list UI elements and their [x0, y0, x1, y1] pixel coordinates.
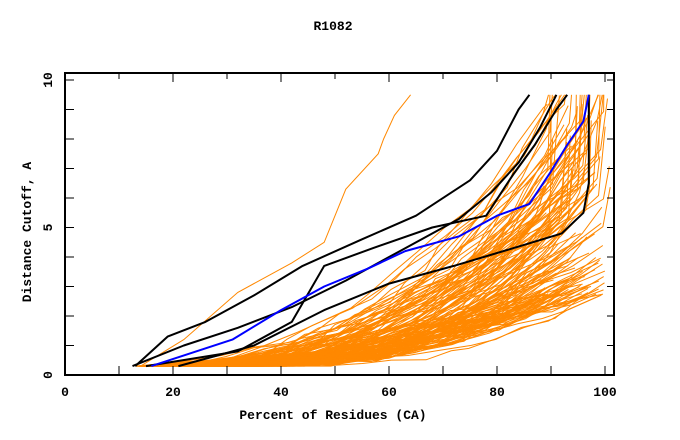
- x-axis: 0 20 40 60 80 100: [61, 73, 617, 400]
- y-axis: 0 5 10: [41, 72, 614, 379]
- black-model-1: [134, 94, 531, 367]
- black-model-2: [132, 94, 558, 368]
- y-tick-label: 5: [41, 223, 56, 231]
- model-curve: [198, 94, 551, 367]
- orange-outlier: [140, 94, 411, 367]
- x-tick-label: 100: [593, 385, 617, 400]
- blue-model: [151, 94, 590, 368]
- model-curve: [174, 107, 552, 367]
- model-curve: [144, 103, 548, 367]
- y-tick-label: 0: [41, 371, 56, 379]
- x-tick-label: 0: [61, 385, 69, 400]
- x-tick-label: 60: [381, 385, 397, 400]
- model-curve: [184, 122, 546, 367]
- plot-frame: [64, 72, 615, 376]
- x-axis-label: Percent of Residues (CA): [239, 408, 426, 423]
- model-curve: [141, 198, 572, 367]
- x-tick-label: 20: [165, 385, 181, 400]
- model-curve: [146, 140, 579, 367]
- model-curve: [141, 285, 592, 367]
- y-tick-label: 10: [41, 72, 56, 88]
- model-curve: [148, 193, 588, 367]
- model-curve: [182, 257, 597, 367]
- model-curve: [178, 211, 570, 367]
- model-curve: [182, 292, 546, 367]
- model-curve: [168, 267, 560, 367]
- chart-title: R1082: [313, 19, 352, 34]
- y-axis-label: Distance Cutoff, A: [20, 162, 35, 303]
- x-tick-label: 80: [489, 385, 505, 400]
- black-model-4: [178, 94, 590, 368]
- x-tick-label: 40: [273, 385, 289, 400]
- black-model-3: [145, 94, 569, 368]
- highlight-curves: [132, 94, 590, 368]
- model-curves: [135, 94, 611, 367]
